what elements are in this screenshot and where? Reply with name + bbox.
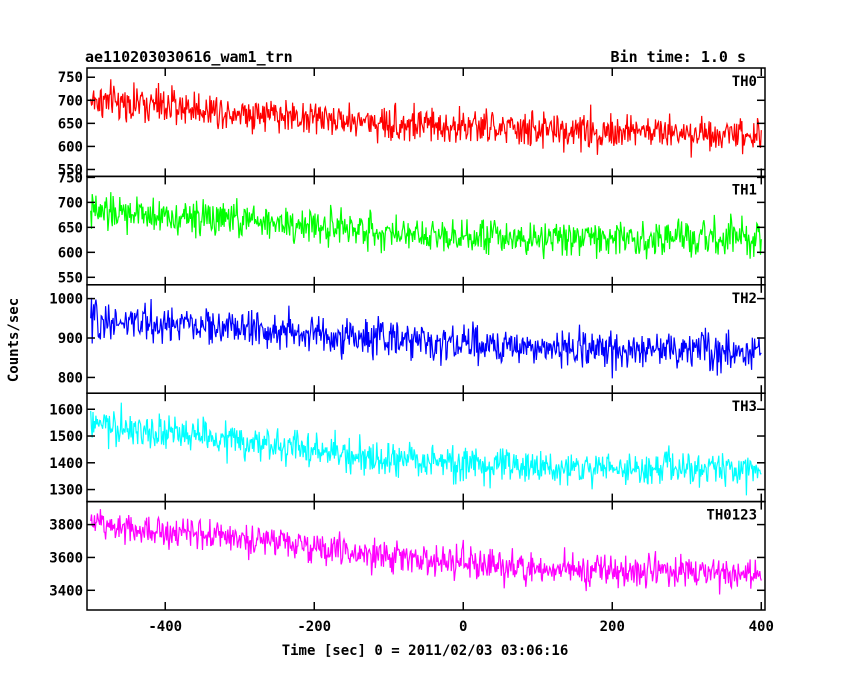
panels-group: TH0 550 600 650 700 750 TH1 550 600 650 700 750 TH2 8…: [49, 67, 774, 635]
panel-label-th0: TH0: [732, 74, 757, 90]
y-tick-label-th0123-3400: 3400: [49, 583, 83, 599]
y-axis-label: Counts/sec: [6, 298, 22, 382]
x-tick-label-400: 400: [749, 619, 774, 635]
y-tick-label-th3-1300: 1300: [49, 483, 83, 499]
y-tick-label-th0-600: 600: [58, 139, 83, 155]
x-tick-label--400: -400: [148, 619, 182, 635]
y-tick-label-th1-650: 650: [58, 220, 83, 236]
x-axis-label: Time [sec] 0 = 2011/02/03 03:06:16: [282, 643, 569, 659]
series-line-th0: [90, 79, 762, 158]
panel-frame-th0123: [86, 500, 766, 611]
y-tick-label-th0123-3600: 3600: [49, 550, 83, 566]
y-tick-label-th0-550: 550: [58, 162, 83, 178]
bin-time-label: Bin time: 1.0 s: [611, 48, 746, 66]
series-line-th1: [90, 192, 762, 260]
series-line-th3: [90, 402, 762, 496]
y-tick-label-th1-750: 750: [58, 170, 83, 186]
y-tick-label-th2-1000: 1000: [49, 292, 83, 308]
panel-label-th2: TH2: [732, 291, 757, 307]
y-tick-label-th1-600: 600: [58, 245, 83, 261]
y-tick-label-th1-550: 550: [58, 270, 83, 286]
y-tick-label-th0123-3800: 3800: [49, 518, 83, 534]
y-tick-label-th1-700: 700: [58, 195, 83, 211]
panel-label-th0123: TH0123: [706, 508, 757, 524]
y-tick-label-th0-650: 650: [58, 116, 83, 132]
x-tick-label--200: -200: [297, 619, 331, 635]
y-tick-label-th2-900: 900: [58, 331, 83, 347]
y-tick-label-th0-750: 750: [58, 70, 83, 86]
series-line-th2: [90, 297, 762, 379]
panel-label-th1: TH1: [732, 182, 757, 198]
series-line-th0123: [90, 509, 762, 595]
x-tick-label-0: 0: [459, 619, 467, 635]
y-tick-label-th3-1500: 1500: [49, 429, 83, 445]
panel-label-th3: TH3: [732, 399, 757, 415]
plot-title: ae110203030616_wam1_trn: [85, 48, 293, 66]
y-tick-label-th0-700: 700: [58, 93, 83, 109]
x-tick-label-200: 200: [600, 619, 625, 635]
panel-frame-th3: [86, 392, 766, 503]
y-tick-label-th3-1600: 1600: [49, 402, 83, 418]
y-tick-label-th3-1400: 1400: [49, 456, 83, 472]
y-tick-label-th2-800: 800: [58, 370, 83, 386]
panel-frame-th2: [86, 284, 766, 394]
panel-frame-th0: [86, 67, 766, 178]
